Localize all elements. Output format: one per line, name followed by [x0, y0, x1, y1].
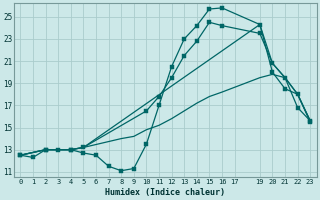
X-axis label: Humidex (Indice chaleur): Humidex (Indice chaleur) — [105, 188, 225, 197]
